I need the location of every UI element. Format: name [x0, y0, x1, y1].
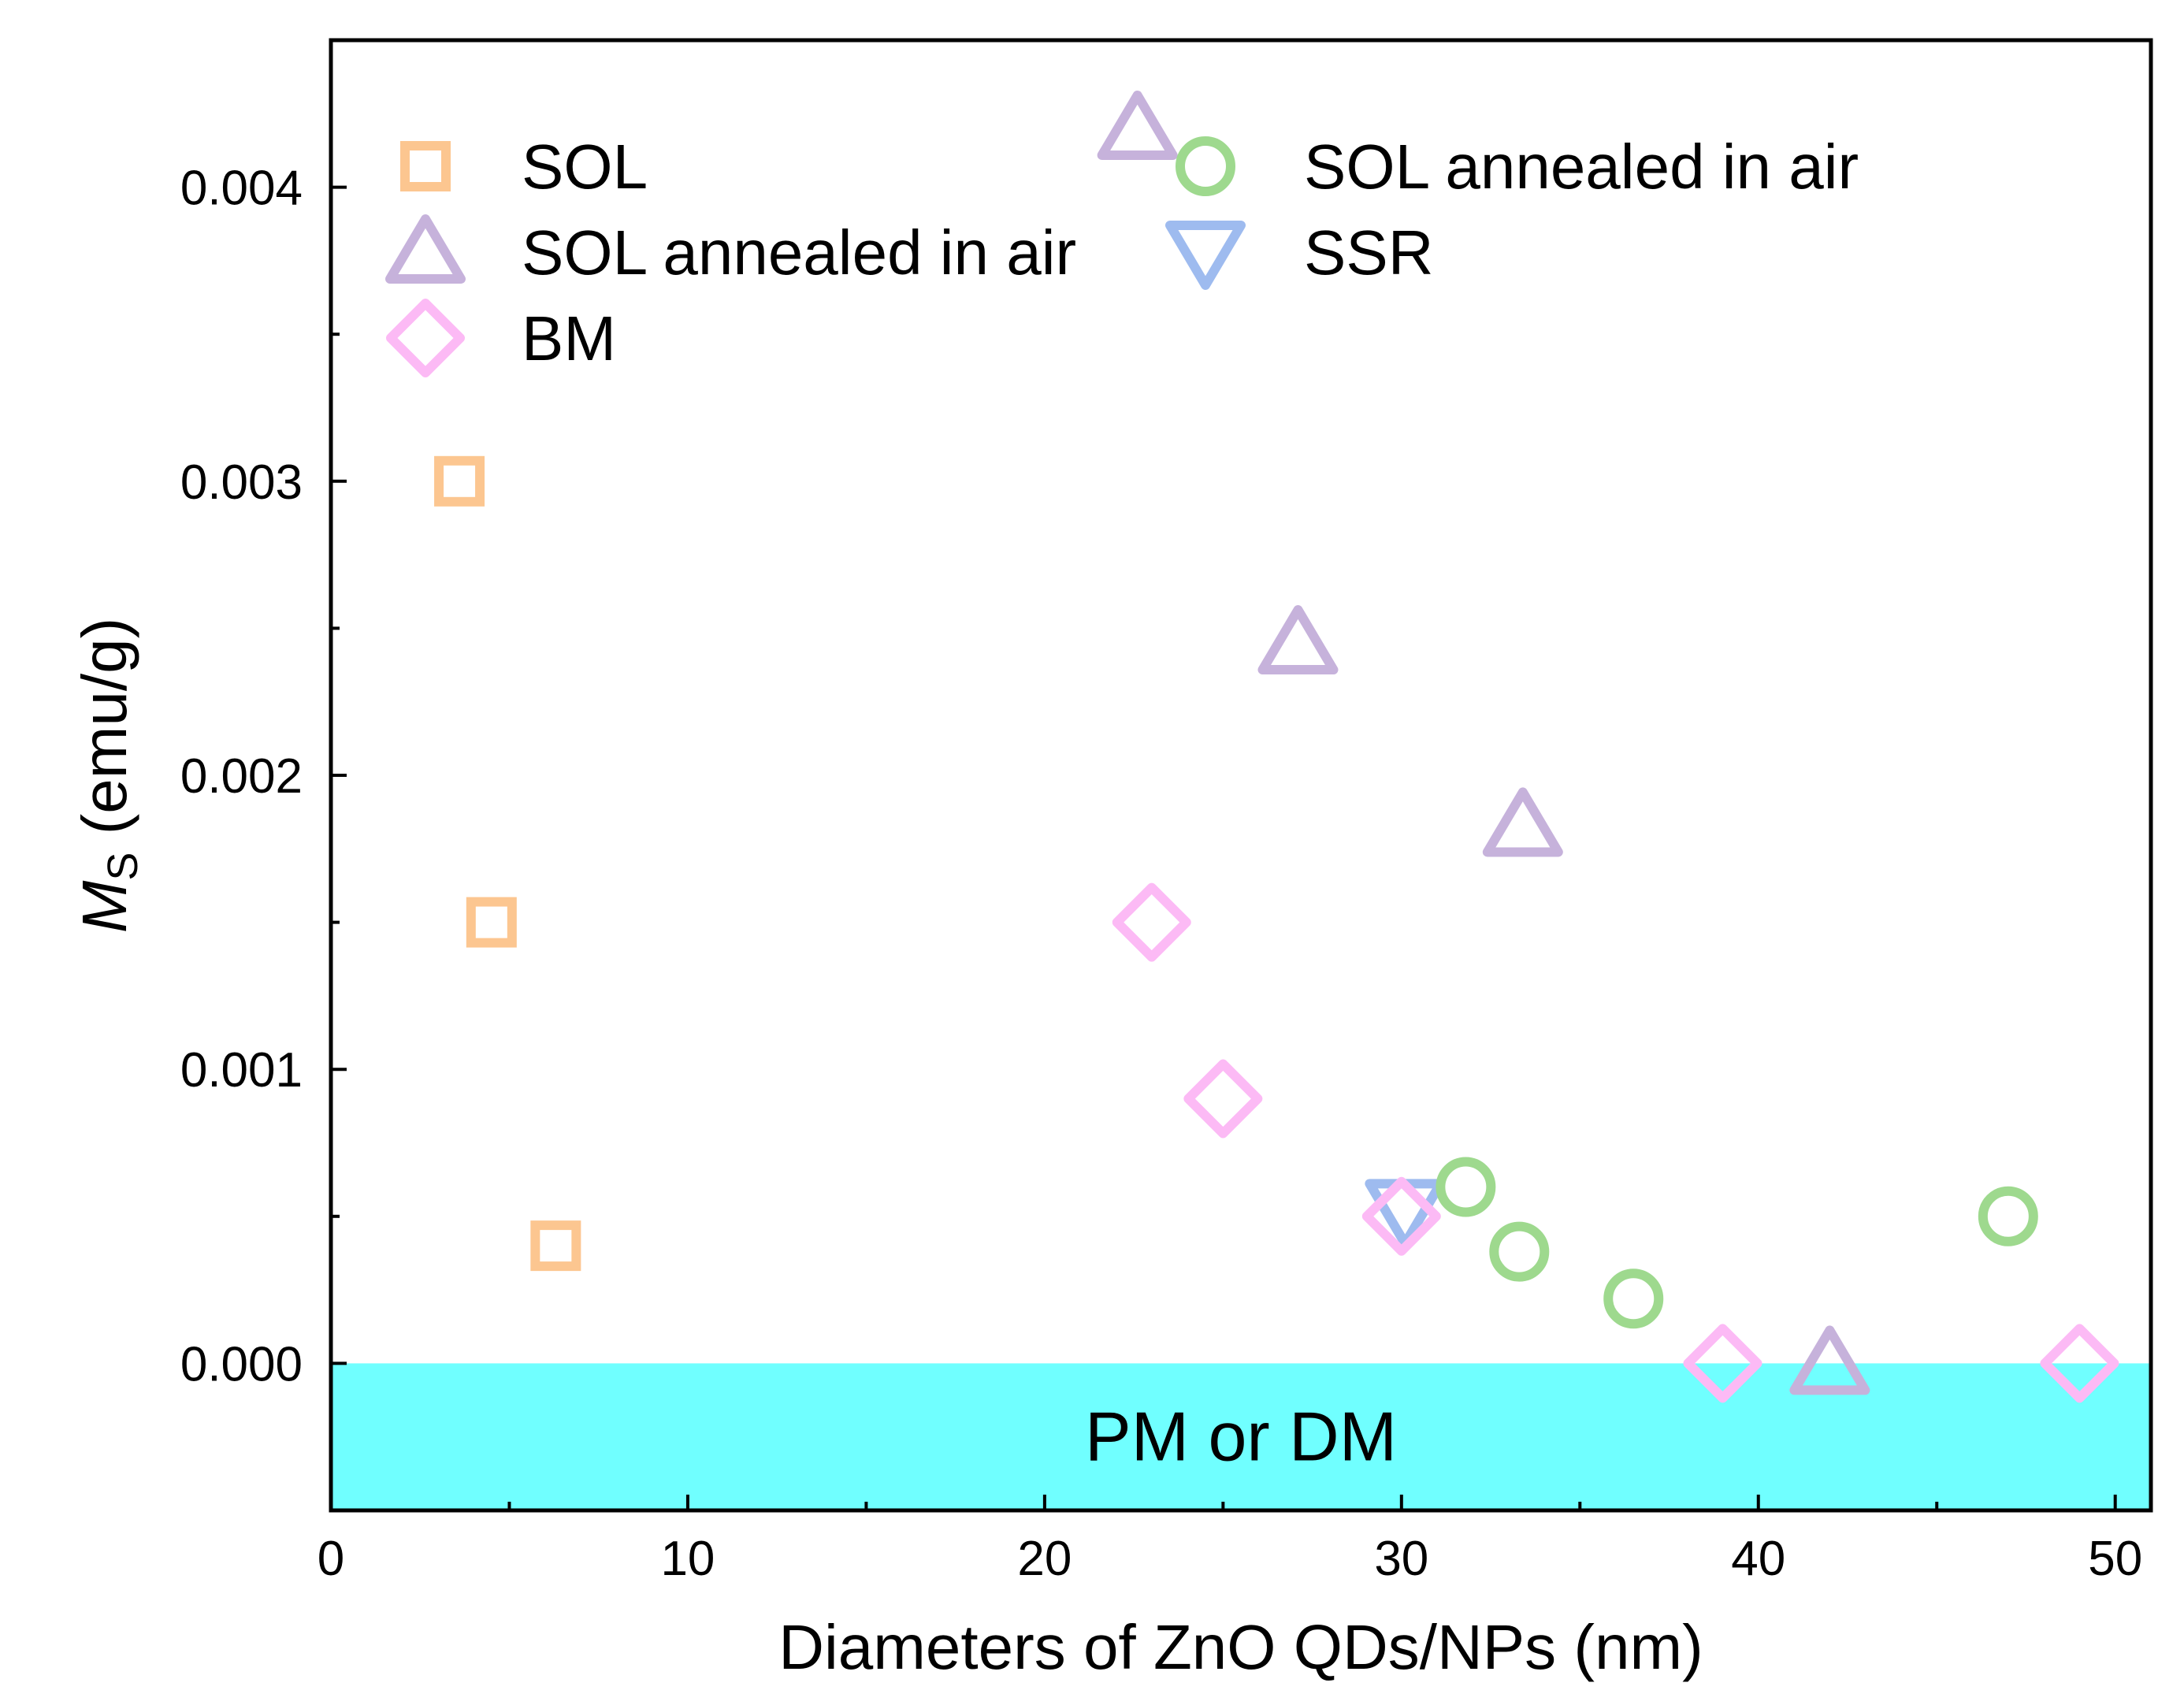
x-tick-label: 0 — [318, 1532, 344, 1586]
series-triangle-up-1 — [1097, 90, 1870, 1395]
data-point-layer — [434, 90, 2119, 1403]
y-axis-title: MS (emu/g) — [69, 618, 147, 934]
data-point-diamond — [1112, 882, 1191, 962]
y-tick-label: 0.004 — [180, 162, 303, 216]
legend-label: BM — [522, 303, 616, 373]
legend-label: SOL annealed in air — [1304, 132, 1859, 202]
x-tick-label: 20 — [1017, 1532, 1072, 1586]
y-axis-title-subscript: S — [99, 852, 147, 881]
y-axis-title-unit: (emu/g) — [69, 618, 139, 852]
y-tick-label: 0.002 — [180, 749, 303, 804]
y-axis-title-symbol: M — [69, 880, 139, 933]
data-point-triangle-up — [1097, 90, 1178, 160]
x-axis-title: Diameters of ZnO QDs/NPs (nm) — [778, 1612, 1703, 1682]
data-point-diamond — [1183, 1059, 1263, 1139]
x-tick-label: 10 — [660, 1532, 715, 1586]
series-diamond-2 — [1112, 882, 2119, 1403]
data-point-circle — [1489, 1221, 1550, 1282]
legend: SOL SOL annealed in air BM SOL annealed in … — [385, 132, 1859, 377]
data-point-circle — [1978, 1186, 2038, 1246]
series-square-0 — [434, 455, 581, 1272]
legend-item: BM — [386, 299, 616, 377]
data-point-diamond — [2040, 1324, 2119, 1403]
data-point-diamond — [1361, 1176, 1441, 1256]
legend-item: SOL annealed in air — [1176, 132, 1859, 202]
data-point-triangle-up — [1789, 1325, 1870, 1395]
y-tick-label: 0.000 — [180, 1337, 303, 1391]
x-tick-label: 30 — [1374, 1532, 1428, 1586]
data-point-square — [434, 455, 485, 507]
tick-layer: 0 10 20 30 40 50 0.000 0.001 0.002 0.003 0.004 — [180, 162, 2142, 1586]
series-circle-3 — [1436, 1157, 2038, 1329]
region-label: PM or DM — [1085, 1398, 1397, 1476]
y-tick-label: 0.001 — [180, 1043, 303, 1098]
data-point-diamond — [1683, 1324, 1762, 1403]
legend-item: SOL annealed in air — [385, 214, 1076, 288]
legend-marker-triangle-up — [385, 214, 466, 284]
legend-item: SSR — [1165, 217, 1434, 290]
legend-marker-diamond — [386, 299, 465, 377]
legend-marker-triangle-down — [1165, 221, 1246, 290]
y-tick-label: 0.003 — [180, 455, 303, 510]
data-point-triangle-up — [1482, 787, 1563, 857]
data-point-circle — [1436, 1157, 1496, 1217]
data-point-circle — [1603, 1269, 1664, 1329]
plot-frame — [329, 38, 2153, 1513]
legend-item: SOL — [400, 132, 648, 202]
legend-label: SOL annealed in air — [522, 217, 1076, 288]
legend-label: SOL — [522, 132, 648, 202]
data-point-square — [466, 897, 517, 948]
data-point-triangle-up — [1257, 605, 1339, 675]
legend-marker-circle — [1176, 136, 1235, 196]
x-tick-label: 40 — [1731, 1532, 1785, 1586]
region-layer: PM or DM — [331, 1363, 2151, 1510]
data-point-square — [530, 1220, 581, 1272]
legend-label: SSR — [1304, 217, 1434, 288]
x-tick-label: 50 — [2088, 1532, 2142, 1586]
legend-marker-square — [400, 141, 451, 191]
